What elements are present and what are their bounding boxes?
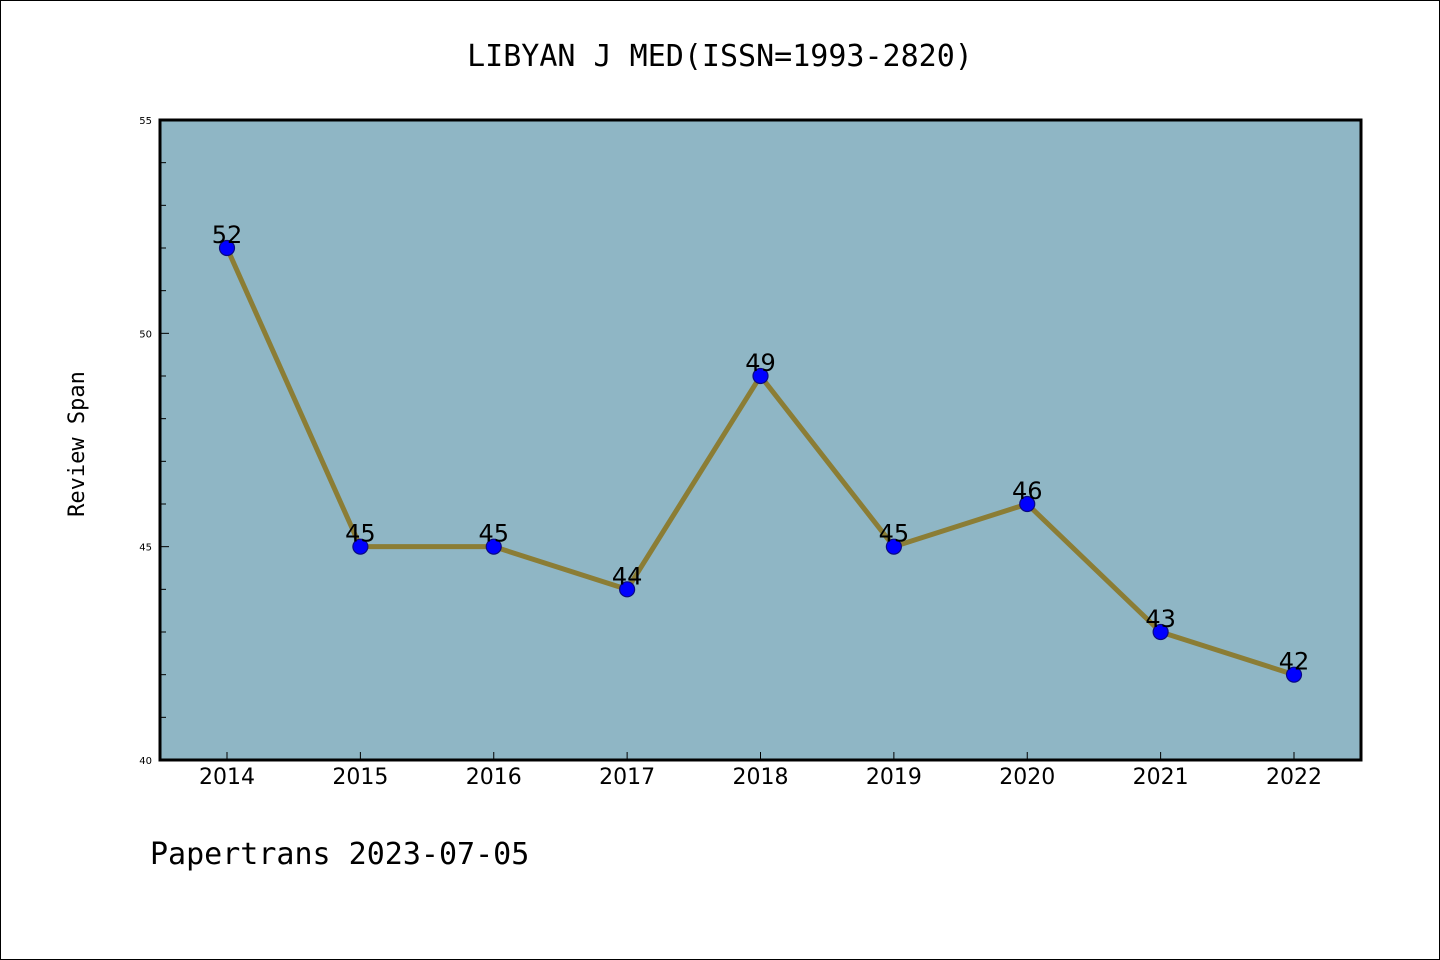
- data-label: 46: [1012, 477, 1043, 505]
- plot-border: [158, 118, 1363, 762]
- x-tick-label: 2018: [733, 765, 789, 790]
- data-point: [1019, 495, 1036, 513]
- data-point: [1285, 666, 1303, 683]
- data-label: 45: [345, 520, 376, 548]
- data-point: [1152, 623, 1169, 641]
- x-tick-label: 2020: [999, 765, 1055, 790]
- y-tick-label: 55: [139, 116, 152, 127]
- plot-area: [160, 120, 1361, 760]
- y-tick-label: 50: [139, 329, 152, 340]
- y-axis-label: Review Span: [65, 371, 90, 517]
- x-tick-label: 2015: [332, 765, 388, 790]
- y-tick-label: 45: [139, 543, 152, 554]
- data-label: 44: [612, 562, 643, 590]
- chart-title: LIBYAN J MED(ISSN=1993-2820): [467, 39, 973, 74]
- footer-watermark: Papertrans 2023-07-05: [150, 837, 529, 872]
- x-tick-label: 2014: [199, 765, 255, 790]
- x-tick-label: 2022: [1266, 765, 1322, 790]
- data-label: 45: [879, 520, 910, 548]
- data-point: [885, 538, 902, 555]
- data-point: [619, 581, 636, 598]
- data-label: 42: [1279, 648, 1310, 676]
- data-label: 45: [478, 520, 509, 548]
- data-label: 49: [745, 349, 776, 377]
- x-tick-label: 2019: [866, 765, 922, 790]
- data-point: [752, 367, 769, 385]
- x-axis: 2014 2015 2016 2017 2018 2019 2020 2021 2022: [199, 752, 1322, 790]
- data-label: 52: [212, 221, 243, 249]
- x-tick-label: 2017: [599, 765, 655, 790]
- data-labels: 52 45 45 44 49 45 46 43 42: [212, 221, 1310, 676]
- data-label: 43: [1145, 605, 1176, 633]
- data-points: [218, 239, 1303, 683]
- y-tick-label: 40: [139, 756, 152, 767]
- x-tick-label: 2016: [466, 765, 522, 790]
- data-point: [218, 239, 236, 257]
- data-point: [352, 538, 369, 555]
- data-point: [485, 538, 502, 555]
- x-tick-label: 2021: [1133, 765, 1189, 790]
